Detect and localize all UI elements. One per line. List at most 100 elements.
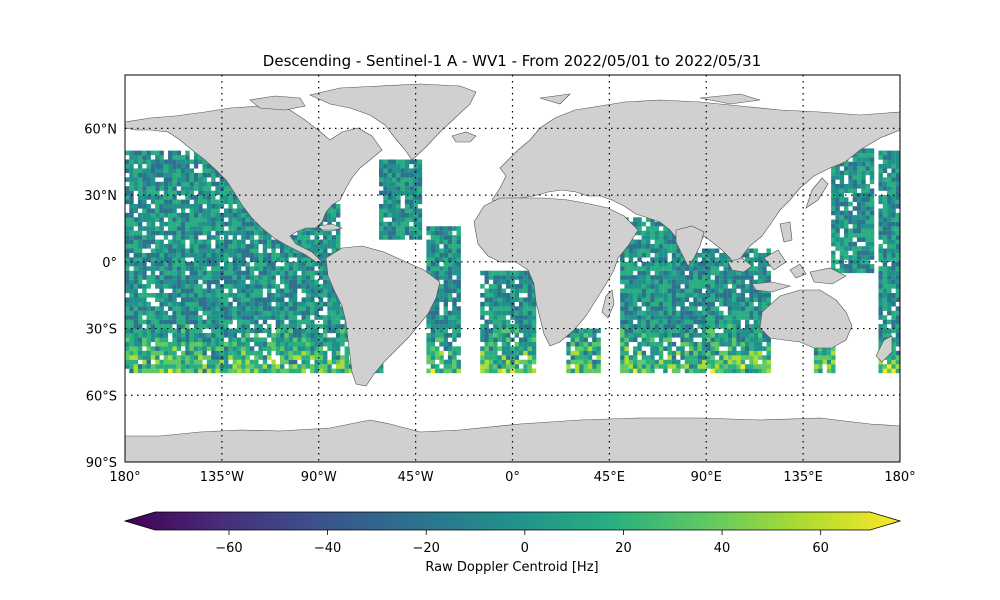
doppler-cell xyxy=(305,270,311,276)
doppler-cell xyxy=(447,235,453,240)
doppler-cell xyxy=(527,284,532,289)
doppler-cell xyxy=(314,315,319,320)
doppler-cell xyxy=(224,212,229,218)
doppler-cell xyxy=(224,306,229,311)
doppler-cell xyxy=(689,310,694,316)
lon-tick-label: 180° xyxy=(109,470,140,485)
doppler-cell xyxy=(379,163,384,169)
doppler-cell xyxy=(163,319,169,325)
doppler-cell xyxy=(335,212,341,218)
doppler-cell xyxy=(335,341,341,347)
doppler-cell xyxy=(129,346,134,351)
doppler-cell xyxy=(301,244,306,249)
doppler-cell xyxy=(439,297,444,303)
doppler-cell xyxy=(206,208,212,214)
doppler-cell xyxy=(172,150,177,156)
doppler-cell xyxy=(224,199,229,205)
doppler-cell xyxy=(193,301,199,307)
doppler-cell xyxy=(155,266,160,271)
doppler-cell xyxy=(667,328,672,334)
doppler-cell xyxy=(159,292,164,298)
doppler-cell xyxy=(452,346,457,351)
doppler-cell xyxy=(168,306,173,311)
doppler-cell xyxy=(185,181,190,187)
doppler-cell xyxy=(301,230,306,236)
doppler-cell xyxy=(710,315,715,320)
doppler-cell xyxy=(198,364,203,369)
doppler-cell xyxy=(701,279,707,285)
doppler-cell xyxy=(749,270,754,276)
doppler-cell xyxy=(185,368,190,374)
doppler-cell xyxy=(570,368,576,374)
doppler-cell xyxy=(663,328,668,334)
doppler-cell xyxy=(224,248,229,254)
doppler-cell xyxy=(297,319,302,325)
doppler-cell xyxy=(129,159,134,165)
doppler-cell xyxy=(224,297,229,303)
doppler-cell xyxy=(701,346,707,351)
doppler-cell xyxy=(456,315,461,320)
doppler-cell xyxy=(146,292,151,298)
doppler-cell xyxy=(749,292,754,298)
doppler-cell xyxy=(129,155,134,160)
doppler-cell xyxy=(891,319,896,325)
doppler-cell xyxy=(202,212,207,218)
doppler-cell xyxy=(882,368,888,374)
doppler-cell xyxy=(297,235,302,240)
doppler-cell xyxy=(852,183,858,189)
doppler-cell xyxy=(736,315,741,320)
doppler-cell xyxy=(310,261,315,267)
doppler-cell xyxy=(150,324,156,329)
doppler-cell xyxy=(254,261,259,267)
doppler-cell xyxy=(129,337,134,343)
doppler-cell xyxy=(714,297,720,303)
doppler-cell xyxy=(727,355,733,360)
doppler-cell xyxy=(452,306,457,311)
doppler-cell xyxy=(895,310,900,316)
doppler-cell xyxy=(318,261,324,267)
doppler-cell xyxy=(701,368,707,374)
doppler-cell xyxy=(254,306,259,311)
doppler-cell xyxy=(620,364,625,369)
doppler-cell xyxy=(228,292,233,298)
doppler-cell xyxy=(861,188,866,194)
doppler-cell xyxy=(275,368,281,374)
doppler-cell xyxy=(723,364,728,369)
doppler-cell xyxy=(150,163,156,169)
doppler-cell xyxy=(663,324,668,329)
doppler-cell xyxy=(142,364,147,369)
doppler-cell xyxy=(185,279,190,285)
doppler-cell xyxy=(736,292,741,298)
doppler-cell xyxy=(228,364,233,369)
doppler-cell xyxy=(501,297,507,303)
doppler-cell xyxy=(835,188,840,194)
doppler-cell xyxy=(844,219,849,225)
doppler-cell xyxy=(146,328,151,334)
doppler-cell xyxy=(839,268,845,274)
doppler-cell xyxy=(180,315,186,320)
doppler-cell xyxy=(891,221,896,227)
doppler-cell xyxy=(379,364,384,369)
doppler-cell xyxy=(650,346,655,351)
doppler-cell xyxy=(133,266,139,271)
doppler-cell xyxy=(133,248,139,254)
doppler-cell xyxy=(757,301,763,307)
doppler-cell xyxy=(566,368,571,374)
doppler-cell xyxy=(224,355,229,360)
doppler-cell xyxy=(645,266,651,271)
doppler-cell xyxy=(693,328,698,334)
doppler-cell xyxy=(189,368,194,374)
doppler-cell xyxy=(193,244,199,249)
doppler-cell xyxy=(202,217,207,222)
doppler-cell xyxy=(895,168,900,174)
doppler-cell xyxy=(878,328,883,334)
doppler-cell xyxy=(215,319,220,325)
doppler-cell xyxy=(714,275,720,280)
doppler-cell xyxy=(301,235,306,240)
doppler-cell xyxy=(740,275,746,280)
doppler-cell xyxy=(215,284,220,289)
doppler-cell xyxy=(211,261,216,267)
doppler-cell xyxy=(211,301,216,307)
land-greenland xyxy=(309,83,477,161)
doppler-cell xyxy=(189,346,194,351)
